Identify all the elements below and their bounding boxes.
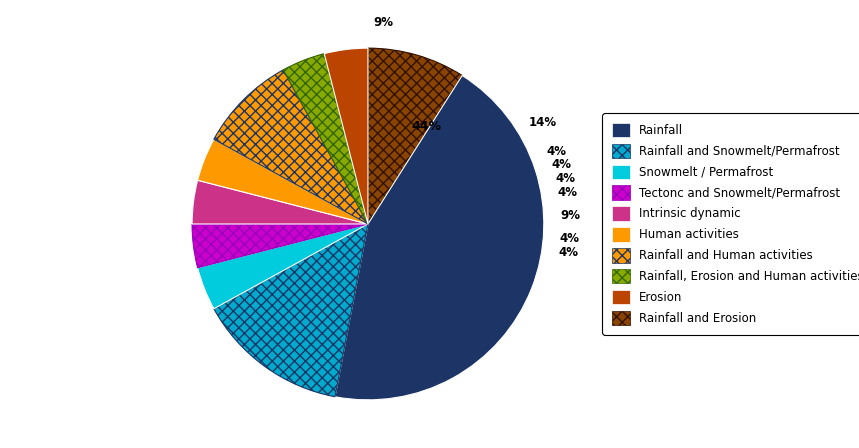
Wedge shape	[283, 54, 368, 224]
Wedge shape	[198, 139, 368, 224]
Wedge shape	[198, 224, 368, 309]
Wedge shape	[335, 76, 544, 400]
Text: 4%: 4%	[555, 172, 575, 185]
Legend: Rainfall, Rainfall and Snowmelt/Permafrost, Snowmelt / Permafrost, Tectonc and S: Rainfall, Rainfall and Snowmelt/Permafro…	[602, 113, 859, 335]
Text: 4%: 4%	[551, 159, 571, 172]
Text: 4%: 4%	[558, 246, 578, 258]
Text: 9%: 9%	[374, 16, 393, 29]
Text: 4%: 4%	[557, 186, 578, 199]
Wedge shape	[214, 70, 368, 224]
Text: 44%: 44%	[411, 120, 442, 133]
Text: 4%: 4%	[547, 145, 567, 158]
Wedge shape	[192, 224, 368, 268]
Text: 14%: 14%	[529, 116, 557, 129]
Wedge shape	[324, 48, 368, 224]
Text: 9%: 9%	[560, 209, 580, 222]
Text: 4%: 4%	[560, 232, 580, 245]
Wedge shape	[368, 48, 462, 224]
Wedge shape	[192, 180, 368, 224]
Wedge shape	[214, 224, 368, 397]
